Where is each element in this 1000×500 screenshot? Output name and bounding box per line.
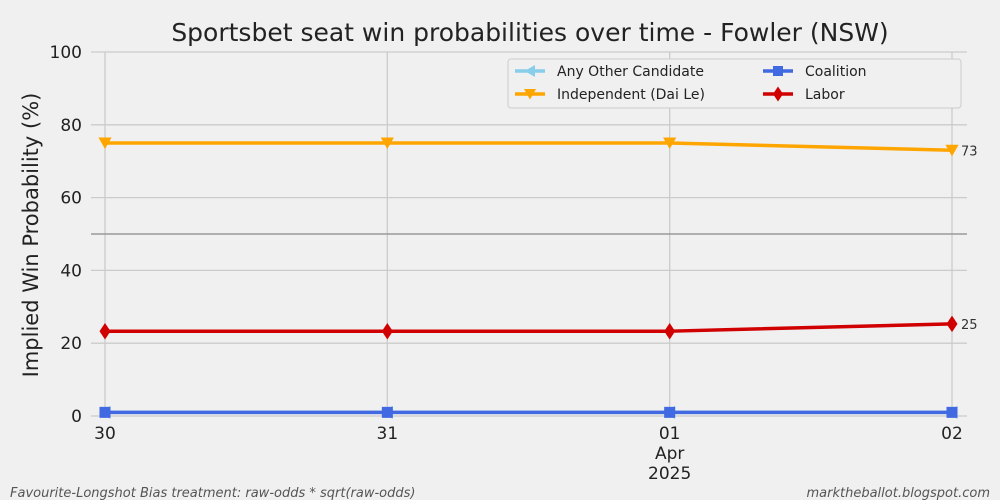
data-point bbox=[946, 315, 958, 333]
data-point bbox=[99, 322, 111, 340]
end-value-label: 25 bbox=[961, 318, 978, 333]
chart-title: Sportsbet seat win probabilities over ti… bbox=[171, 18, 888, 47]
data-point bbox=[99, 406, 111, 418]
data-point bbox=[380, 137, 394, 150]
y-tick-label: 60 bbox=[60, 189, 82, 209]
legend-swatch-marker bbox=[524, 89, 536, 100]
data-point bbox=[663, 137, 677, 150]
x-tick-month-label: Apr bbox=[655, 444, 684, 464]
x-tick-label: 02 bbox=[941, 424, 963, 444]
series-line bbox=[105, 141, 953, 153]
y-axis-label: Implied Win Probability (%) bbox=[19, 93, 43, 378]
data-point bbox=[946, 406, 958, 418]
series-coalition bbox=[99, 406, 958, 418]
legend-label: Coalition bbox=[805, 64, 867, 80]
y-tick-label: 0 bbox=[71, 407, 82, 427]
y-tick-label: 100 bbox=[50, 43, 82, 63]
legend-label: Independent (Dai Le) bbox=[557, 87, 705, 103]
legend-swatch-marker bbox=[773, 66, 783, 76]
legend-item: Coalition bbox=[763, 64, 867, 80]
legend-swatch-marker bbox=[773, 86, 783, 102]
x-tick-label: 01 bbox=[659, 424, 681, 444]
legend-box bbox=[507, 58, 962, 109]
data-point bbox=[664, 322, 676, 340]
end-value-label: 73 bbox=[961, 144, 978, 159]
legend-swatch-marker bbox=[524, 65, 535, 77]
legend-item: Any Other Candidate bbox=[515, 64, 704, 80]
y-tick-label: 20 bbox=[60, 334, 82, 354]
data-point bbox=[664, 406, 676, 418]
footer-left: Favourite-Longshot Bias treatment: raw-o… bbox=[10, 486, 415, 500]
series-line bbox=[105, 322, 953, 333]
y-ticks: 0 20 40 60 80 100 bbox=[50, 43, 82, 427]
series-group: 73 25 bbox=[98, 137, 978, 419]
legend-label: Any Other Candidate bbox=[557, 64, 704, 80]
x-tick-label: 31 bbox=[377, 424, 399, 444]
data-point bbox=[98, 137, 112, 150]
legend: Any Other Candidate Coalition Independent … bbox=[507, 58, 962, 109]
x-tick-label: 30 bbox=[94, 424, 116, 444]
footer-right: marktheballot.blogspot.com bbox=[806, 486, 990, 500]
x-tick-year-label: 2025 bbox=[648, 464, 691, 484]
legend-label: Labor bbox=[805, 87, 845, 103]
grid bbox=[91, 51, 967, 417]
data-point bbox=[381, 322, 393, 340]
data-point bbox=[945, 144, 959, 157]
legend-item: Independent (Dai Le) bbox=[515, 87, 705, 103]
y-tick-label: 80 bbox=[60, 116, 82, 136]
series-independent-dai-le: 73 bbox=[98, 137, 978, 159]
legend-item: Labor bbox=[763, 86, 845, 103]
data-point bbox=[381, 406, 393, 418]
series-labor: 25 bbox=[99, 315, 978, 340]
y-tick-label: 40 bbox=[60, 261, 82, 281]
